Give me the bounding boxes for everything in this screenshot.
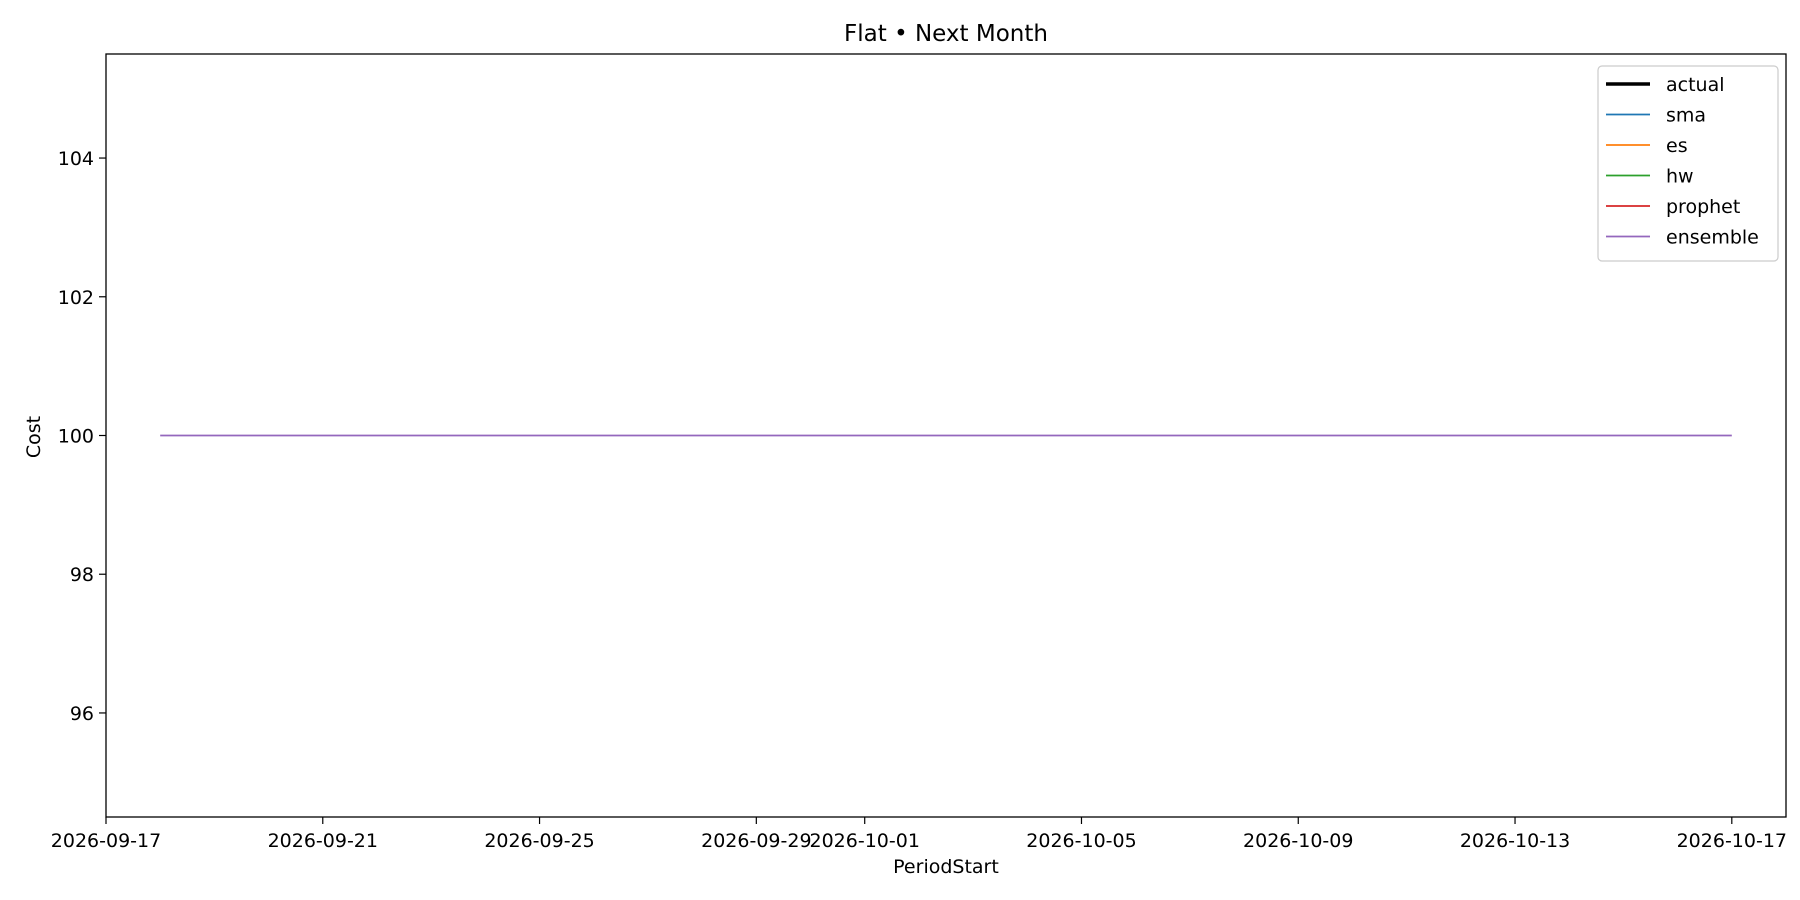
plot-frame — [105, 53, 1787, 818]
x-tick-label: 2026-09-25 — [484, 830, 594, 852]
x-axis-title: PeriodStart — [893, 856, 999, 878]
x-tick-label: 2026-09-17 — [51, 830, 161, 852]
legend-label-prophet: prophet — [1666, 196, 1740, 218]
y-tick-label: 104 — [58, 148, 94, 170]
x-tick-label: 2026-09-21 — [268, 830, 378, 852]
x-tick-label: 2026-09-29 — [701, 830, 811, 852]
legend-label-ensemble: ensemble — [1666, 227, 1759, 249]
x-tick-label: 2026-10-01 — [809, 830, 919, 852]
y-tick-label: 98 — [70, 564, 94, 586]
y-tick-label: 102 — [58, 287, 94, 309]
legend-label-hw: hw — [1666, 166, 1694, 188]
y-axis: 96 98 100 102 104 — [58, 148, 106, 725]
y-tick-label: 100 — [58, 426, 94, 448]
x-tick-label: 2026-10-09 — [1243, 830, 1353, 852]
x-tick-label: 2026-10-13 — [1460, 830, 1570, 852]
legend-label-sma: sma — [1666, 105, 1706, 127]
y-axis-title: Cost — [23, 416, 45, 458]
legend: actual sma es hw prophet ensemble — [1597, 65, 1779, 262]
y-tick-label: 96 — [70, 703, 94, 725]
legend-label-es: es — [1666, 135, 1688, 157]
x-axis: 2026-09-17 2026-09-21 2026-09-25 2026-09-29… — [51, 817, 1787, 852]
chart-title: Flat • Next Month — [844, 21, 1048, 47]
x-tick-label: 2026-10-05 — [1026, 830, 1136, 852]
legend-label-actual: actual — [1666, 74, 1725, 96]
x-tick-label: 2026-10-17 — [1677, 830, 1787, 852]
